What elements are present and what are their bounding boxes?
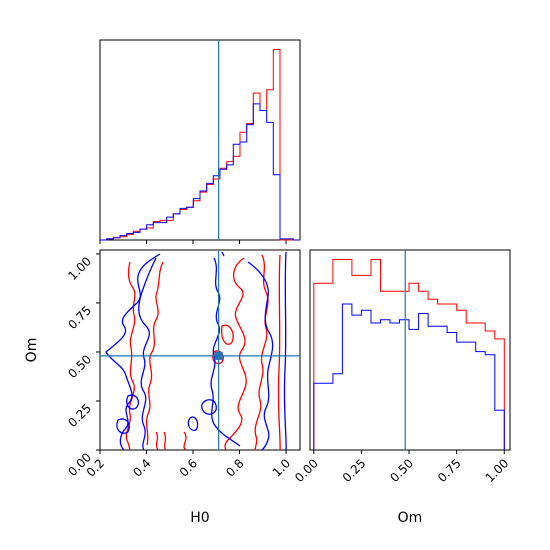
contour-x-ticks: 0.2 0.4 0.6 0.8 1.0: [84, 450, 293, 480]
om-x-tick-label: 0.00: [292, 456, 321, 485]
h0-histogram-blue-series: [100, 103, 300, 241]
om-x-ticks: 0.00 0.25 0.50 0.75 1.00: [292, 450, 511, 485]
om-x-axis-label: Om: [398, 510, 423, 526]
blue-contour-left-inner: [138, 257, 157, 451]
red-contour-edge: [277, 254, 281, 451]
contour-y-ticks: 0.000.250.500.751.00: [65, 253, 100, 479]
contour-x-tick-label: 0.8: [223, 456, 246, 479]
h0-histogram-red-series: [100, 49, 300, 241]
blue-contour-loop-d: [187, 416, 199, 431]
contour-red-series: [125, 254, 281, 451]
h0-histogram-frame: [99, 39, 301, 241]
contour-blue-series: [105, 251, 287, 451]
contour-x-tick-label: 0.6: [177, 456, 200, 479]
red-contour-inner-loop: [221, 324, 234, 345]
blue-contour-loop-b: [116, 418, 130, 434]
blue-contour-speck: [221, 251, 225, 257]
red-contour-left: [125, 261, 136, 451]
om-x-tick-label: 0.50: [387, 456, 416, 485]
contour-x-tick-label: 1.0: [270, 456, 293, 479]
om-x-tick-label: 1.00: [483, 456, 512, 485]
contour-y-tick-label: 1.00: [65, 254, 94, 283]
om-histogram-frame: [309, 249, 511, 451]
om-histogram-panel: 0.00 0.25 0.50 0.75 1.00 Om: [292, 249, 511, 526]
red-contour-bottom: [155, 431, 187, 451]
contour-truth-point: [214, 351, 223, 360]
om-x-tick-label: 0.25: [340, 456, 369, 485]
blue-contour-loop-c: [126, 394, 140, 410]
om-x-tick-label: 0.75: [435, 456, 464, 485]
blue-contour-loop-a: [201, 399, 217, 415]
h0-histogram-ticks: [99, 240, 287, 244]
contour-x-tick-label: 0.4: [130, 456, 153, 479]
red-contour-left-inner: [145, 261, 164, 446]
om-histogram-blue-series: [313, 303, 505, 450]
blue-contour-right-outer: [247, 261, 274, 451]
contour-x-axis-label: H0: [190, 510, 209, 526]
om-histogram-red-series: [313, 259, 505, 450]
contour-y-axis-label: Om: [24, 338, 40, 363]
red-contour-right-outer: [254, 254, 269, 451]
contour-frame: [99, 249, 301, 451]
h0-om-contour-panel: 0.2 0.4 0.6 0.8 1.0 0.000.250.500.751.00 H0 …: [24, 249, 301, 526]
contour-y-tick-label: 0.25: [65, 401, 94, 430]
red-contour-right-inner: [224, 257, 247, 451]
contour-y-tick-label: 0.75: [65, 303, 94, 332]
blue-contour-edge: [283, 251, 287, 451]
h0-histogram-panel: [99, 39, 301, 244]
contour-y-tick-label: 0.50: [65, 352, 94, 381]
